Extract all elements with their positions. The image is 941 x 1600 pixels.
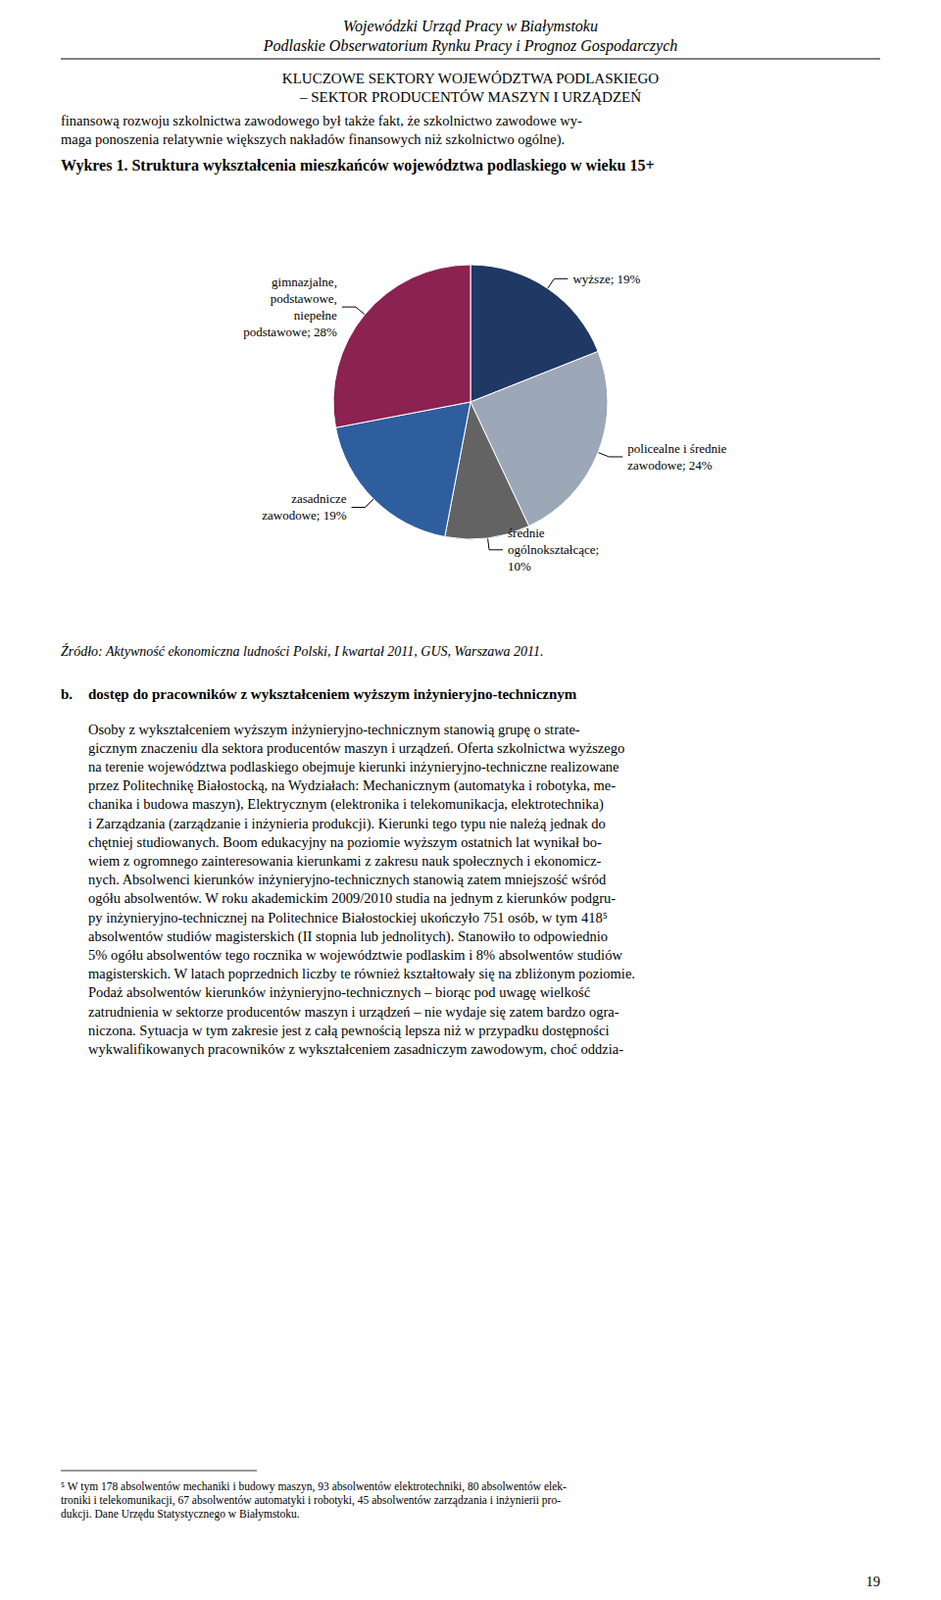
svg-text:na terenie województwa podlask: na terenie województwa podlaskiego obejm… [88,758,620,775]
svg-text:zasadnicze: zasadnicze [291,491,347,506]
svg-text:KLUCZOWE SEKTORY WOJEWÓDZTWA P: KLUCZOWE SEKTORY WOJEWÓDZTWA PODLASKIEGO [282,70,659,87]
svg-text:Wykres 1. Struktura wykształce: Wykres 1. Struktura wykształcenia mieszk… [60,156,655,175]
svg-text:wyższe; 19%: wyższe; 19% [572,271,641,287]
svg-text:troniki i telekomunikacji, 67: troniki i telekomunikacji, 67 absolwentó… [60,1493,561,1507]
svg-text:Źródło: Aktywność ekonomiczna: Źródło: Aktywność ekonomiczna ludności P… [60,643,545,659]
svg-text:zatrudnienia w sektorze produc: zatrudnienia w sektorze producentów masz… [88,1003,620,1020]
svg-text:gimnazjalne,: gimnazjalne, [271,274,338,290]
svg-text:maga ponoszenia relatywnie wię: maga ponoszenia relatywnie większych nak… [60,131,565,149]
svg-text:policealne i średnie: policealne i średnie [627,441,727,456]
svg-text:magisterskich. W latach poprze: magisterskich. W latach poprzednich licz… [88,965,636,982]
svg-text:⁵ W tym 178 absolwentów mechan: ⁵ W tym 178 absolwentów mechaniki i budo… [60,1480,567,1493]
svg-text:ogólnokształcące;: ogólnokształcące; [507,542,599,557]
svg-text:b.: b. [60,686,73,702]
svg-text:nych. Absolwenci kierunków inż: nych. Absolwenci kierunków inżynieryjno-… [88,871,607,888]
svg-text:i Zarządzania (zarządzanie i i: i Zarządzania (zarządzanie i inżynieria … [88,815,606,833]
svg-text:niczona. Sytuacja w tym zakres: niczona. Sytuacja w tym zakresie jest z … [88,1022,609,1039]
svg-text:przez Politechnikę Białostocką: przez Politechnikę Białostocką, na Wydzi… [88,777,616,794]
svg-text:zawodowe; 24%: zawodowe; 24% [627,457,712,473]
svg-text:ogółu absolwentów. W roku akad: ogółu absolwentów. W roku akademickim 20… [88,890,616,906]
svg-text:Podlaskie Obserwatorium Rynku: Podlaskie Obserwatorium Rynku Pracy i Pr… [262,37,678,55]
svg-text:gicznym znaczeniu dla sektora: gicznym znaczeniu dla sektora producentó… [88,740,625,756]
svg-text:Osoby z wykształceniem wyższym: Osoby z wykształceniem wyższym inżyniery… [88,721,581,738]
svg-text:finansową rozwoju szkolnictwa: finansową rozwoju szkolnictwa zawodowego… [60,112,583,129]
svg-text:dukcji. Dane Urzędu Statystycz: dukcji. Dane Urzędu Statystycznego w Bia… [60,1507,300,1521]
svg-text:chętniej studiowanych. Boom ed: chętniej studiowanych. Boom edukacyjny n… [88,834,602,850]
svg-text:dostęp do pracowników z wykszt: dostęp do pracowników z wykształceniem w… [88,686,578,702]
svg-text:Podaż absolwentów kierunków in: Podaż absolwentów kierunków inżynieryjno… [88,984,591,1000]
svg-text:wykwalifikowanych pracowników: wykwalifikowanych pracowników z wykształ… [88,1040,624,1057]
svg-text:10%: 10% [507,558,532,574]
svg-text:5% ogółu absolwentów tego rocz: 5% ogółu absolwentów tego rocznika w woj… [88,946,623,963]
svg-text:wiem z ogromnego zainteresowan: wiem z ogromnego zainteresowania kierunk… [88,852,602,869]
svg-text:py inżynieryjno-technicznej na: py inżynieryjno-technicznej na Politechn… [88,909,608,926]
svg-text:niepełne: niepełne [294,307,338,323]
svg-text:podstawowe; 28%: podstawowe; 28% [243,324,338,340]
svg-text:19: 19 [866,1573,882,1589]
svg-text:Wojewódzki Urząd Pracy w Biały: Wojewódzki Urząd Pracy w Białymstoku [343,17,598,36]
svg-text:– SEKTOR PRODUCENTÓW MASZYN I: – SEKTOR PRODUCENTÓW MASZYN I URZĄDZEŃ [298,89,642,105]
svg-text:średnie: średnie [507,525,545,541]
svg-text:chanika i budowa maszyn), Elek: chanika i budowa maszyn), Elektrycznym (… [88,795,604,813]
svg-text:podstawowe,: podstawowe, [270,291,338,306]
svg-text:absolwentów studiów magistersk: absolwentów studiów magisterskich (II st… [88,928,608,945]
svg-text:zawodowe; 19%: zawodowe; 19% [261,507,347,523]
